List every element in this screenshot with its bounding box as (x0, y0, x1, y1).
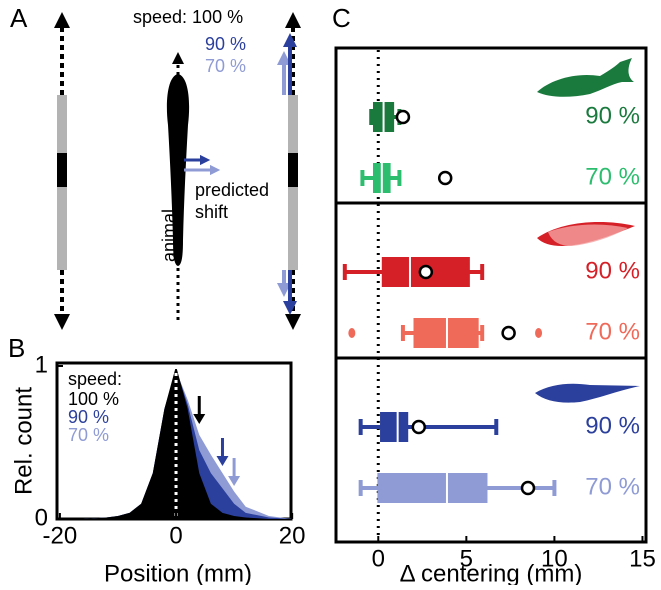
speed-label: 90 % (205, 34, 246, 54)
mean (437, 170, 453, 186)
legend-entry: 100 % (68, 389, 119, 409)
series-label: 70 % (585, 473, 640, 500)
annotation: animal (159, 209, 179, 262)
speed-label: 70 % (205, 56, 246, 76)
legend-entry: 70 % (68, 425, 109, 445)
x-tick-label: -20 (43, 522, 78, 549)
series-label: 90 % (585, 257, 640, 284)
panel-label: C (332, 3, 351, 33)
outlier (348, 328, 356, 338)
x-axis-label: Position (mm) (104, 560, 252, 585)
speed-label: speed: 100 % (133, 7, 243, 27)
series-label: 70 % (585, 163, 640, 190)
mean-arrow-head (216, 456, 229, 466)
y-tick-label: 0 (35, 504, 48, 531)
x-tick-label: 15 (629, 545, 656, 572)
mean (418, 264, 434, 280)
mean (520, 480, 536, 496)
mean (501, 325, 516, 341)
y-axis-label: Rel. count (10, 387, 37, 495)
box (377, 473, 488, 503)
mean-arrow-head (228, 476, 241, 486)
legend-entry: 90 % (68, 407, 109, 427)
x-tick-label: 20 (279, 522, 306, 549)
mean (395, 109, 411, 125)
mean-arrow-head (193, 414, 206, 424)
y-tick-label: 1 (35, 351, 48, 378)
mean (411, 419, 427, 435)
series-label: 70 % (585, 318, 640, 345)
diagram-a: speed: 100 % 90 % 70 % predicted shift a… (54, 7, 301, 330)
panel-label: B (8, 333, 25, 363)
x-axis-label: Δ centering (mm) (400, 560, 583, 585)
x-tick-label: 5 (460, 545, 473, 572)
series-label: 90 % (585, 102, 640, 129)
icon-ribbon (548, 224, 628, 246)
x-tick-label: 0 (372, 545, 385, 572)
density-area (59, 366, 293, 519)
icon-knifefish (535, 383, 640, 403)
box (380, 412, 409, 442)
plot-frame (334, 46, 648, 544)
x-tick-label: 10 (541, 545, 568, 572)
panel-label: A (10, 3, 28, 33)
outlier (535, 328, 543, 338)
legend-title: speed: (68, 369, 122, 389)
annotation: shift (195, 202, 228, 222)
x-tick-label: 0 (169, 522, 182, 549)
annotation: predicted (195, 180, 269, 200)
series-label: 90 % (585, 412, 640, 439)
icon-fish (537, 58, 634, 97)
